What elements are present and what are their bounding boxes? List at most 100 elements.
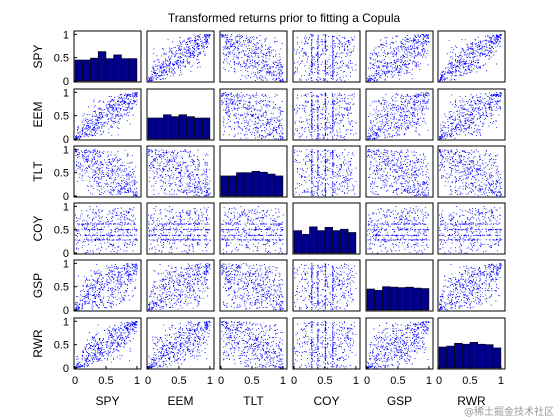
scatter-points [439,34,502,82]
panel-frame [437,259,506,312]
panel-frame [219,317,288,370]
y-tick-label: 0 [63,248,69,260]
histogram-bar [74,59,84,82]
panel-frame [437,30,506,83]
panel-frame [292,317,361,370]
panel-gsp-rwr [437,259,506,312]
histogram-bar [366,288,376,311]
histogram-bar [186,116,195,140]
histogram-bar [405,286,414,311]
x-tick-label: 0.5 [98,375,113,387]
histogram-bar [163,114,172,140]
panel-spy-coy [292,30,361,83]
histogram-bar [128,58,138,82]
scatter-points [367,34,430,82]
y-tick-label: 1 [63,144,69,156]
panel-eem-gsp [365,88,434,141]
scatter-points [148,320,211,369]
panel-frame [365,202,434,255]
x-tick-label: 1 [134,375,140,387]
x-tick-label: 1 [207,375,213,387]
x-tick-label: 0 [218,375,224,387]
scatter-points [221,34,284,82]
histogram-bar [236,172,245,197]
histogram-bar [324,227,333,254]
panel-tlt-spy: 00.51 [54,144,142,203]
histogram-bar [438,346,448,369]
x-tick-label: 0.5 [462,375,477,387]
x-tick-label: 0 [364,375,370,387]
col-label-rwr: RWR [457,394,486,408]
scatter-points [221,92,284,140]
x-tick-label: 0.5 [317,375,332,387]
panel-frame [292,145,361,198]
scatter-points [221,263,284,311]
y-tick-label: 0.5 [54,340,69,352]
x-tick-label: 1 [498,375,504,387]
scatter-points [221,320,284,369]
histogram-bar [220,175,230,197]
histogram-bar [461,343,471,369]
scatter-points [294,148,357,197]
scatter-points [439,206,502,254]
col-label-tlt: TLT [243,394,264,408]
panel-spy-tlt [219,30,288,83]
histogram-bar [147,117,157,140]
scatter-points [294,34,357,82]
panel-tlt-rwr [437,145,506,198]
scatter-points [75,263,138,311]
y-tick-label: 0.5 [54,225,69,237]
panel-frame [219,259,288,312]
histogram-bar [382,286,391,311]
histogram-bar [113,54,122,82]
scatter-points [148,206,211,254]
scatter-points [439,263,502,311]
watermark: @稀土掘金技术社区 [464,407,554,418]
panel-gsp-coy [292,259,361,312]
histogram-bar [170,116,180,140]
panel-frame [146,202,215,255]
x-tick-label: 1 [280,375,286,387]
histogram-bar [309,226,318,254]
histogram-bar [301,234,310,254]
histogram-bar [347,232,357,254]
panel-rwr-rwr: 0 0.5 1 [436,317,506,387]
scatter-points [148,148,211,197]
histogram-bar [446,345,455,369]
row-label-coy: COY [31,215,45,241]
panel-eem-coy [292,88,361,141]
histogram-bar [90,57,99,82]
y-tick-label: 0.5 [54,282,69,294]
panel-rwr-tlt: 0 0.5 1 [218,317,288,387]
histogram-bar [316,230,326,254]
histogram-bar [259,171,268,197]
y-tick-label: 1 [63,201,69,213]
panel-spy-eem [146,30,215,83]
scatter-points [294,263,357,311]
y-tick-label: 0 [63,134,69,146]
y-tick-label: 1 [63,29,69,41]
panel-gsp-spy: 00.51 [54,258,142,317]
histogram-bar [105,58,114,82]
histogram-bar [413,287,422,311]
histogram-bar [420,288,430,311]
scatter-points [75,148,138,197]
panel-frame [365,317,434,370]
histogram-bar [97,51,107,82]
y-tick-label: 1 [63,258,69,270]
panel-gsp-eem [146,259,215,312]
histogram-bar [340,228,349,254]
scatter-points [367,206,430,254]
scatter-points [367,320,430,369]
panel-coy-eem [146,202,215,255]
panel-frame [292,88,361,141]
scatter-points [221,206,284,254]
histogram-bar [274,175,284,197]
scatter-points [367,92,430,140]
panel-eem-tlt [219,88,288,141]
histogram-bar [332,230,341,254]
panel-coy-rwr [437,202,506,255]
histogram-bar [374,290,383,311]
panel-gsp-gsp [365,259,434,312]
